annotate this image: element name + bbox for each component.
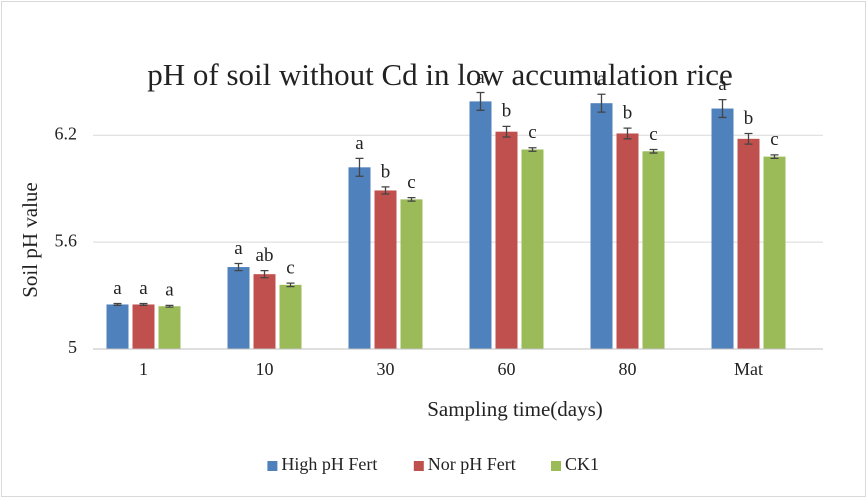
significance-letter: a [718, 74, 727, 95]
bar [253, 274, 276, 349]
legend-label: CK1 [565, 454, 599, 474]
error-bar [381, 186, 390, 195]
significance-letter: c [649, 124, 657, 145]
significance-letter: a [355, 133, 364, 154]
bar [495, 131, 518, 349]
significance-letter: ab [256, 245, 274, 266]
legend-swatch [267, 461, 278, 471]
bar [227, 267, 250, 349]
bar [711, 108, 734, 349]
bar [469, 101, 492, 349]
error-bar [623, 127, 632, 140]
bar [642, 151, 665, 349]
bar [279, 284, 302, 349]
y-tick-label: 5.6 [55, 230, 78, 250]
error-bar [355, 157, 364, 177]
significance-letter: c [528, 122, 536, 143]
x-tick-label: Mat [734, 359, 763, 379]
x-tick-label: 80 [619, 359, 637, 379]
bar [106, 304, 129, 349]
legend-label: Nor pH Fert [428, 454, 516, 474]
bar [590, 103, 613, 349]
significance-letter: a [139, 278, 148, 299]
bar [400, 199, 423, 349]
bar [158, 306, 181, 349]
legend-swatch [413, 461, 424, 471]
significance-letter: a [597, 69, 606, 90]
significance-letter: c [407, 172, 415, 193]
error-bar [407, 196, 416, 202]
significance-letter: c [286, 257, 294, 278]
chart-title: pH of soil without Cd in low accumulatio… [147, 57, 733, 92]
significance-letter: b [744, 108, 754, 129]
error-bar [286, 282, 295, 288]
y-axis-label: Soil pH value [18, 182, 42, 298]
error-bar [476, 91, 485, 111]
y-tick-label: 5 [68, 337, 77, 357]
bar [521, 149, 544, 349]
x-tick-label: 30 [377, 359, 395, 379]
significance-letter: a [113, 278, 122, 299]
bar [763, 156, 786, 349]
x-axis-label: Sampling time(days) [427, 397, 603, 421]
error-bar [770, 154, 779, 160]
error-bar [528, 147, 537, 152]
significance-letter: a [234, 238, 243, 259]
significance-letter: b [623, 102, 633, 123]
legend-swatch [551, 461, 561, 471]
error-bar [113, 302, 122, 307]
significance-letter: b [502, 101, 512, 122]
bar [737, 138, 760, 349]
error-bar [649, 148, 658, 154]
y-tick-label: 6.2 [55, 123, 78, 143]
bar [132, 304, 155, 349]
legend-label: High pH Fert [281, 454, 377, 474]
error-bar [744, 132, 753, 145]
significance-letter: b [381, 161, 391, 182]
error-bar [502, 125, 511, 138]
bar [616, 133, 639, 349]
error-bar [234, 262, 243, 272]
bar [348, 167, 371, 349]
x-tick-label: 60 [498, 359, 516, 379]
significance-letter: c [770, 129, 778, 150]
error-bar [260, 269, 269, 279]
error-bar [139, 302, 148, 307]
bar [374, 190, 397, 349]
x-tick-label: 1 [139, 359, 148, 379]
significance-letter: a [476, 67, 485, 88]
error-bar [165, 304, 174, 308]
error-bar [718, 98, 727, 119]
significance-letter: a [165, 280, 174, 301]
x-tick-label: 10 [256, 359, 274, 379]
error-bar [597, 93, 606, 113]
